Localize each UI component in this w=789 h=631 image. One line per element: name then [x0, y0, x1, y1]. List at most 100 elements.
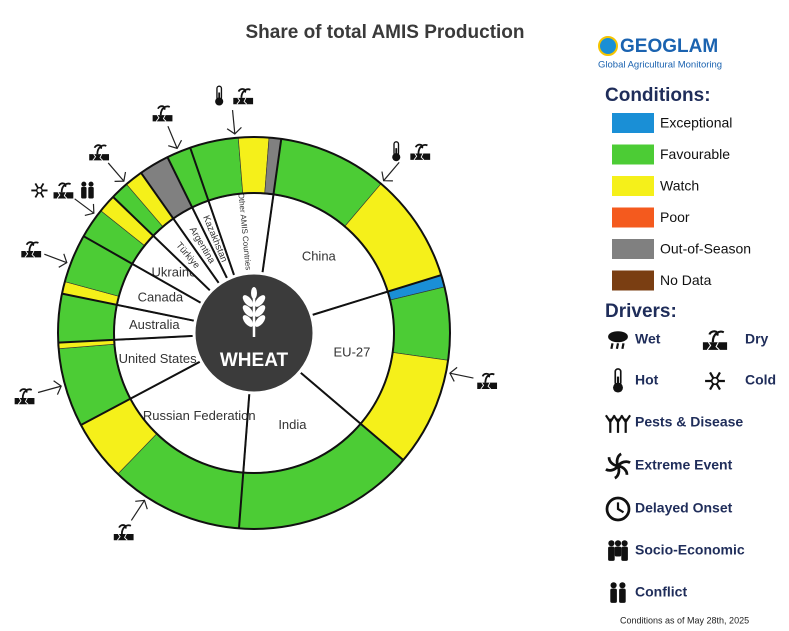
icon-part	[608, 540, 615, 547]
driver-arrow	[449, 372, 474, 379]
driver-label: Cold	[745, 372, 776, 388]
legend-label: No Data	[660, 272, 712, 288]
driver-icon	[21, 241, 42, 258]
icon-part	[410, 153, 431, 160]
country-divider	[237, 392, 251, 529]
drivers-title: Drivers:	[605, 301, 677, 322]
driver-arrow	[44, 253, 67, 264]
center-label: WHEAT	[220, 350, 289, 371]
country-divider	[299, 371, 404, 461]
driver-arrow	[37, 385, 62, 394]
icon-part	[113, 533, 134, 541]
condition-segment	[389, 286, 451, 361]
legend-label: Watch	[660, 178, 699, 194]
country-divider	[166, 156, 229, 280]
icon-part	[118, 524, 132, 535]
driver-arrow	[130, 500, 145, 521]
country-label: India	[278, 417, 307, 432]
driver-arrow	[383, 162, 400, 182]
icon-part	[620, 414, 632, 433]
icon-part	[610, 582, 617, 589]
driver-icon	[608, 540, 628, 561]
driver-icon	[608, 331, 628, 350]
driver-arrow-head	[226, 126, 242, 135]
driver-arrow-head	[381, 171, 393, 182]
icon-part	[237, 88, 251, 98]
date-note: Conditions as of May 28th, 2025	[620, 615, 749, 625]
icon-part	[53, 192, 74, 199]
icon-part	[117, 533, 128, 541]
driver-arrow-head	[58, 253, 68, 268]
legend-swatch	[612, 239, 654, 259]
condition-segment	[237, 136, 270, 194]
logo-mark	[598, 36, 618, 56]
icon-part	[17, 397, 29, 405]
icon-part	[14, 398, 35, 405]
icon-part	[152, 115, 173, 122]
icon-part	[157, 105, 171, 116]
legend-swatch	[612, 144, 654, 165]
country-divider	[112, 196, 212, 293]
icon-part	[93, 144, 107, 155]
driver-icon	[152, 105, 173, 122]
icon-part	[706, 341, 720, 351]
icon-part	[413, 153, 425, 161]
legend-label: Out-of-Season	[660, 241, 751, 257]
legend-swatch	[612, 176, 654, 196]
driver-icon	[31, 182, 48, 198]
driver-label: Extreme Event	[635, 457, 733, 473]
icon-part	[88, 181, 94, 187]
country-label: Russian Federation	[143, 408, 256, 423]
driver-arrow	[231, 109, 236, 134]
icon-part	[614, 546, 622, 557]
driver-icon	[233, 88, 254, 105]
icon-part	[610, 588, 617, 603]
icon-part	[608, 331, 628, 343]
icon-part	[621, 343, 625, 350]
icon-part	[92, 153, 104, 161]
driver-icon	[81, 181, 94, 199]
driver-label: Hot	[635, 372, 659, 388]
driver-icon	[605, 452, 631, 480]
icon-part	[710, 376, 720, 386]
chart-title: Share of total AMIS Production	[245, 22, 524, 43]
wheat-icon	[242, 287, 266, 337]
country-label: China	[302, 248, 337, 263]
icon-part	[604, 414, 616, 433]
driver-icon	[477, 372, 498, 390]
driver-arrow	[74, 198, 95, 214]
driver-icon	[215, 85, 224, 106]
logo-tagline: Global Agricultural Monitoring	[598, 60, 722, 71]
icon-part	[616, 502, 625, 514]
icon-part	[480, 382, 492, 390]
country-divider	[189, 147, 236, 277]
driver-label: Delayed Onset	[635, 500, 733, 516]
country-label: Australia	[129, 317, 180, 332]
legend-label: Favourable	[660, 146, 730, 162]
driver-icon	[702, 330, 728, 351]
icon-part	[414, 143, 428, 154]
icon-part	[218, 92, 221, 100]
icon-part	[89, 154, 110, 161]
icon-part	[608, 546, 615, 561]
legend-swatch	[612, 270, 654, 291]
country-divider	[140, 172, 221, 285]
driver-icon	[392, 141, 401, 162]
icon-part	[25, 241, 39, 252]
driver-icon	[53, 182, 74, 199]
icon-part	[58, 182, 72, 193]
driver-arrow-head	[168, 139, 183, 150]
icon-part	[616, 376, 620, 386]
country-divider	[80, 360, 202, 426]
icon-part	[254, 315, 266, 327]
driver-icon	[610, 582, 626, 603]
country-divider	[311, 274, 442, 317]
driver-label: Pests & Disease	[635, 414, 743, 430]
driver-label: Wet	[635, 331, 661, 347]
icon-part	[615, 343, 620, 350]
logo-name: GEOGLAM	[620, 36, 718, 57]
icon-part	[477, 382, 498, 389]
driver-arrow	[167, 125, 178, 149]
icon-part	[621, 546, 628, 561]
